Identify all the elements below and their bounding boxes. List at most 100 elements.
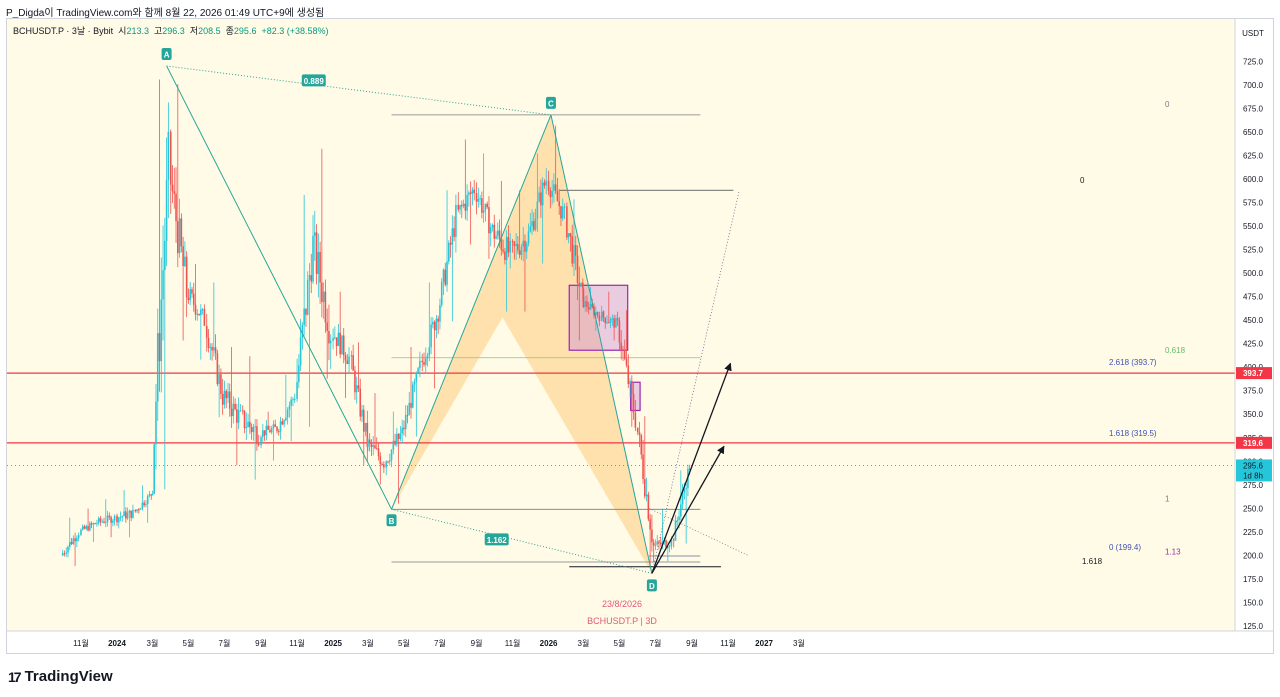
candle-body	[419, 360, 421, 369]
candle-body	[90, 523, 93, 525]
candle-body	[189, 289, 192, 301]
candle-body	[301, 324, 304, 338]
candle-body	[533, 221, 535, 230]
candle-body	[668, 546, 671, 548]
tradingview-logo[interactable]: 17 TradingView	[8, 668, 113, 685]
ratio-bd-label-bg	[484, 533, 509, 546]
candle-body	[85, 526, 88, 529]
candle-body	[567, 233, 570, 238]
candle-body	[390, 449, 393, 461]
candle-body	[547, 180, 550, 191]
fib-label-diag-zero: 0	[1080, 176, 1085, 185]
candle-body	[578, 283, 581, 287]
candle-body	[498, 230, 501, 239]
candle-body	[475, 193, 478, 202]
candle-body	[517, 244, 519, 251]
candle-body	[502, 249, 504, 252]
candle-body	[319, 251, 321, 283]
tradingview-logo-icon: 17	[8, 668, 22, 685]
candle-body	[524, 240, 526, 252]
candle-body	[661, 541, 664, 545]
target-arrow-lower	[651, 445, 725, 574]
candle-body	[220, 374, 222, 394]
candle-body	[505, 237, 508, 260]
candle-body	[596, 312, 599, 316]
candle-body	[569, 233, 572, 237]
candle-body	[74, 538, 76, 542]
candle-body	[401, 427, 403, 434]
candle-body	[156, 333, 159, 402]
candle-body	[466, 194, 468, 211]
candle-body	[471, 189, 474, 194]
time-tick-label: 3월	[578, 638, 590, 648]
candle-body	[649, 519, 651, 530]
candle-body	[595, 312, 597, 316]
candle-body	[651, 529, 653, 543]
candle-body	[148, 494, 151, 496]
candle-body	[305, 308, 307, 315]
point-c-label: C	[548, 99, 554, 108]
time-tick-label: 11월	[720, 638, 736, 648]
pattern-line-ab	[166, 65, 392, 510]
price-tick-label: 275.0	[1243, 481, 1264, 490]
candle-body	[171, 184, 174, 192]
candle-body	[191, 289, 193, 294]
candle-body	[153, 444, 155, 494]
candle-body	[482, 210, 485, 213]
candle-body	[270, 428, 273, 433]
candle-body	[659, 542, 662, 545]
price-tick-label: 125.0	[1243, 622, 1264, 631]
candle-body	[435, 318, 438, 331]
ratio-ac-label-bg	[301, 74, 326, 87]
high-label: 고	[153, 26, 163, 36]
candle-body	[459, 205, 461, 210]
price-axis-bg	[1235, 19, 1273, 653]
candle-body	[218, 374, 220, 385]
candle-body	[141, 502, 144, 509]
point-c-label-bg	[545, 96, 556, 109]
candle-body	[616, 318, 619, 321]
candle-body	[658, 541, 660, 543]
candle-body	[155, 401, 157, 445]
time-tick-label: 2024	[108, 639, 126, 648]
candle-body	[296, 382, 298, 399]
candle-body	[187, 297, 190, 301]
time-tick-label: 5월	[614, 638, 626, 648]
candle-body	[198, 313, 200, 316]
price-chart[interactable]: A B C D 0.889 1.162 0 0 0.618 2.618 (393.7) 1.618 …	[7, 19, 1273, 653]
candle-body	[243, 410, 246, 429]
badge-red-lower: 319.6	[1243, 439, 1264, 448]
candle-body	[116, 515, 118, 523]
chart-frame[interactable]: A B C D 0.889 1.162 0 0 0.618 2.618 (393.7) 1.618 …	[6, 18, 1274, 654]
candle-body	[549, 190, 552, 198]
candle-body	[324, 291, 327, 323]
candle-body	[76, 538, 78, 542]
candle-body	[134, 509, 137, 512]
candle-body	[194, 304, 197, 315]
candle-body	[433, 321, 436, 331]
candle-body	[446, 261, 448, 285]
candle-body	[497, 230, 499, 236]
candle-body	[404, 415, 407, 430]
fib-label-113: 1.13	[1165, 547, 1181, 556]
close-value: 295.6	[233, 26, 257, 36]
candle-body	[332, 338, 334, 341]
header-text: P_Digda이 TradingView.com와 함께 8월 22, 2026…	[6, 8, 325, 19]
candle-body	[600, 311, 603, 321]
point-d-label: D	[649, 582, 655, 591]
candle-body	[234, 403, 236, 410]
candle-body	[374, 445, 376, 449]
candle-body	[477, 199, 480, 202]
candle-body	[328, 330, 330, 344]
candle-body	[344, 355, 347, 361]
price-tick-label: 175.0	[1243, 575, 1264, 584]
candle-body	[221, 393, 224, 405]
candle-body	[252, 427, 255, 433]
open-value: 213.3	[126, 26, 149, 36]
harmonic-lines	[166, 65, 749, 574]
candle-body	[211, 346, 213, 351]
candle-body	[269, 429, 271, 433]
axes: USDT 725.0 700.0 675.0 650.0 625.0 600.0 575.0 5…	[7, 19, 1273, 653]
candle-body	[589, 303, 592, 310]
candle-body	[117, 517, 120, 523]
